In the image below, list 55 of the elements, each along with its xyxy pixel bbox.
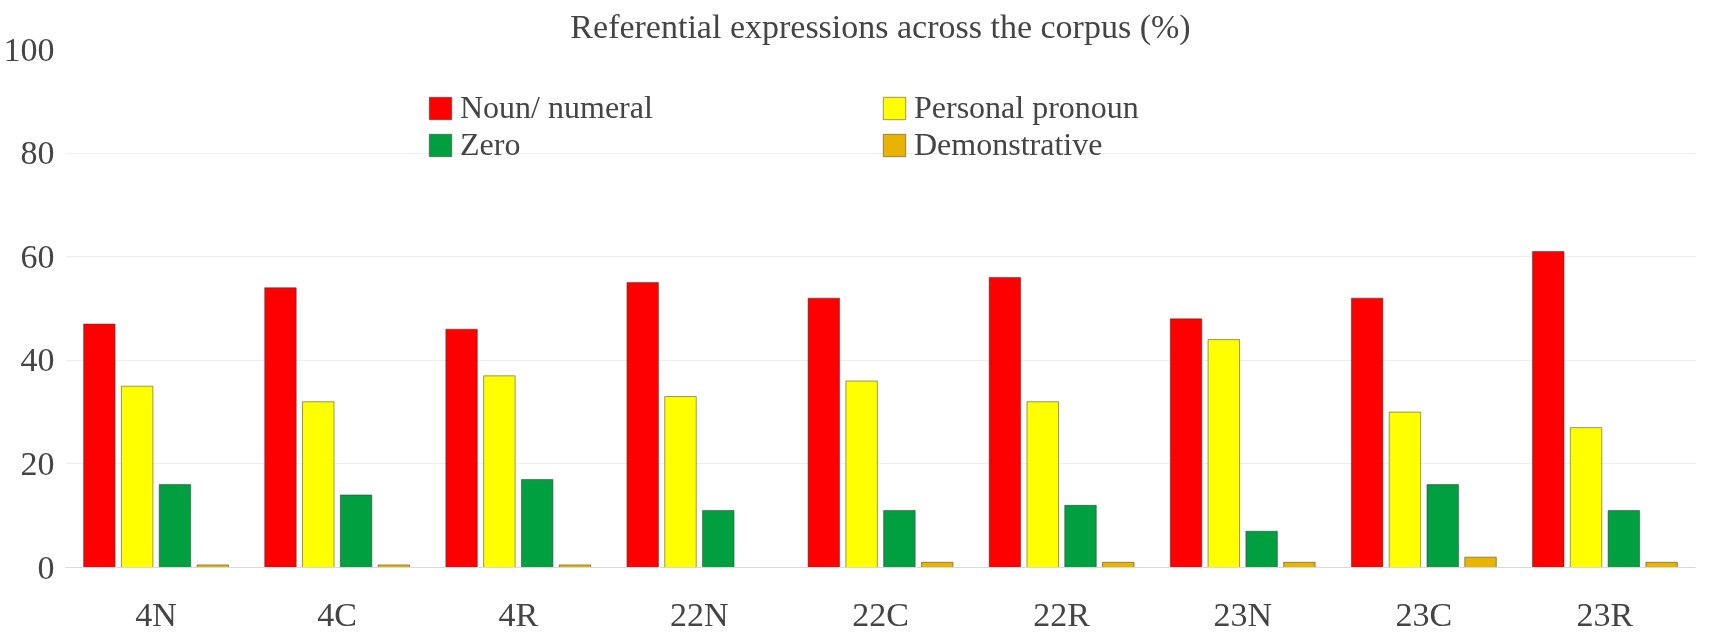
bar — [558, 564, 591, 568]
bar — [807, 297, 840, 568]
y-tick-label: 40 — [20, 341, 55, 379]
bar — [121, 385, 154, 568]
bar — [83, 323, 116, 568]
bar — [1026, 401, 1059, 568]
bar — [521, 479, 554, 568]
bar — [883, 510, 916, 568]
bar — [1283, 562, 1316, 568]
legend-label: Noun/ numeral — [460, 89, 654, 126]
bar — [1064, 505, 1097, 568]
bar — [302, 401, 335, 568]
y-tick-label: 20 — [20, 444, 55, 482]
bar — [1102, 562, 1135, 568]
bar — [845, 380, 878, 568]
x-tick-label: 22N — [670, 595, 729, 633]
bar — [626, 282, 659, 568]
y-tick-label: 60 — [20, 237, 55, 275]
bar — [196, 564, 229, 568]
bar — [445, 328, 478, 568]
x-tick-label: 4N — [135, 595, 177, 633]
y-tick-label: 100 — [3, 30, 55, 68]
bar — [1351, 297, 1384, 568]
bar — [1570, 427, 1603, 568]
bar — [988, 277, 1021, 568]
x-tick-label: 22C — [852, 595, 909, 633]
x-tick-label: 23N — [1213, 595, 1273, 633]
bar — [1607, 510, 1640, 568]
legend-label: Demonstrative — [914, 126, 1104, 163]
bar — [1207, 339, 1240, 568]
bar — [483, 375, 516, 568]
bar — [1245, 530, 1278, 568]
bar — [1170, 318, 1203, 568]
bar — [1464, 556, 1497, 568]
y-tick-label: 80 — [20, 134, 55, 172]
x-tick-label: 23C — [1395, 595, 1453, 633]
x-tick-label: 23R — [1576, 595, 1634, 633]
bar — [921, 562, 954, 568]
bar — [264, 287, 297, 568]
x-tick-label: 4R — [498, 595, 539, 633]
x-tick-label: 4C — [317, 595, 358, 633]
legend-label: Personal pronoun — [914, 89, 1140, 126]
chart-title: Referential expressions across the corpus (%) — [570, 7, 1191, 46]
bar — [158, 484, 191, 568]
bar — [702, 510, 735, 568]
x-tick-label: 22R — [1033, 595, 1091, 633]
legend-label: Zero — [460, 126, 522, 163]
bar — [1645, 562, 1678, 568]
bar — [1388, 411, 1421, 568]
bar — [664, 396, 697, 568]
bar — [1532, 251, 1565, 568]
y-tick-label: 0 — [37, 548, 55, 586]
bar — [377, 564, 410, 568]
bar — [1426, 484, 1459, 568]
bar — [340, 494, 373, 568]
